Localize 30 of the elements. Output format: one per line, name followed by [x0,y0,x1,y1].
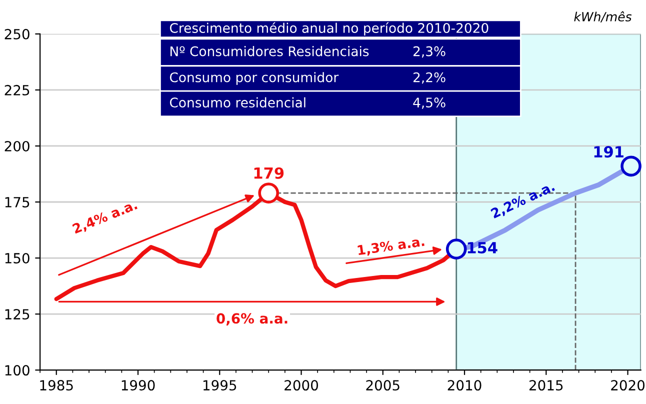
annotation: Crescimento médio anual no período 2010-2020 [170,22,488,36]
y-tick-label: 125 [5,309,30,320]
y-tick-label: 175 [5,197,30,208]
y-tick-label: 100 [5,365,30,376]
annotation: Consumo residencial [170,97,306,108]
x-tick-label: 2000 [284,380,318,391]
data-label: 154 [468,242,498,254]
x-tick-label: 1990 [122,380,155,391]
y-tick-label: 200 [4,140,30,152]
point [258,182,280,204]
y-tick-label: 225 [4,84,30,96]
annotation: 2,3% [414,46,446,58]
annotation: Nº Consumidores Residenciais [170,46,369,56]
annotation: 2,2% [414,72,446,84]
annotation: 4,5% [413,98,446,109]
y-tick-label: 150 [5,252,30,264]
y-axis-title: kWh/mês [574,11,632,22]
x-tick-label: 1985 [40,380,73,391]
annotation: 2,4% a.a. [72,200,138,236]
annotation: 1,3% a.a. [357,236,425,257]
data-label: 191 [594,146,624,158]
x-tick-label: 2005 [366,380,400,391]
x-tick-label: 2020 [611,380,645,391]
annotation: Consumo por consumidor [170,72,339,85]
x-tick-label: 2010 [448,380,482,391]
y-tick-label: 250 [4,28,30,40]
annotation: 0,6% a.a. [216,313,288,326]
x-tick-label: 1995 [203,380,236,391]
data-label: 179 [254,167,284,179]
x-tick-label: 2015 [529,380,563,391]
